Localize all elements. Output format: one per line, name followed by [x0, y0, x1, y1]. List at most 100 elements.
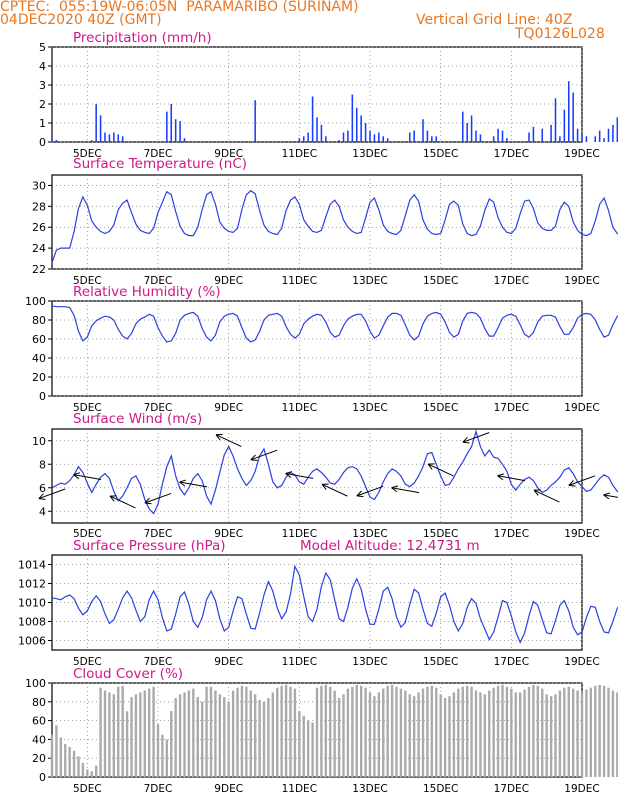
wind-arrow — [109, 495, 136, 509]
y-tick-label: 24 — [32, 242, 46, 255]
cloud-cover-bar — [187, 690, 191, 777]
y-tick-label: 0 — [39, 390, 46, 403]
cloud-cover-bar — [178, 694, 182, 777]
cloud-cover-bar — [170, 711, 173, 777]
precipitation-bar — [528, 132, 530, 142]
wind-arrow — [179, 479, 208, 488]
cloud-cover-bar — [134, 694, 138, 777]
wind-arrow — [603, 492, 618, 501]
precipitation-bar — [104, 132, 106, 142]
cloud-cover-bar — [554, 694, 557, 777]
cloud-cover-bar — [276, 687, 279, 777]
cloud-cover-bar — [81, 762, 85, 777]
x-tick-label: 19DEC — [564, 275, 599, 287]
wind-arrow — [321, 483, 348, 497]
y-tick-label: 4 — [39, 60, 46, 73]
x-tick-label: 17DEC — [494, 656, 529, 668]
cloud-cover-bar — [280, 685, 283, 777]
cloud-cover-bar — [218, 694, 222, 777]
panel-title-6: Cloud Cover (%) — [73, 666, 183, 682]
cloud-cover-bar — [324, 684, 328, 777]
x-tick-label: 11DEC — [282, 783, 317, 795]
precipitation-bar — [369, 130, 371, 142]
precipitation-bar — [99, 115, 102, 142]
precipitation-bar — [603, 138, 605, 142]
cloud-cover-bar — [223, 697, 226, 777]
precipitation-bar — [431, 136, 433, 142]
cloud-cover-bar — [465, 685, 469, 777]
y-tick-label: 80 — [32, 696, 46, 709]
cloud-cover-bar — [421, 688, 425, 777]
x-tick-label: 13DEC — [352, 148, 387, 160]
cloud-cover-bar — [55, 725, 58, 777]
precipitation-bar — [386, 138, 389, 142]
x-tick-label: 17DEC — [494, 275, 529, 287]
precipitation-bar — [422, 119, 424, 142]
cloud-cover-bar — [457, 688, 460, 777]
x-tick-label: 17DEC — [494, 528, 529, 540]
cloud-cover-bar — [284, 684, 288, 777]
cloud-cover-bar — [452, 692, 456, 777]
y-tick-label: 20 — [32, 752, 46, 765]
cloud-cover-bar — [488, 690, 491, 777]
y-tick-label: 4 — [39, 505, 46, 518]
wind-arrow — [356, 485, 384, 498]
cloud-cover-bar — [443, 698, 447, 777]
x-tick-label: 9DEC — [214, 402, 243, 414]
y-tick-label: 10 — [32, 435, 46, 448]
precipitation-bar — [541, 128, 544, 142]
cloud-cover-bar — [364, 687, 367, 777]
precipitation-bar — [506, 138, 508, 142]
precipitation-bar — [364, 123, 367, 142]
y-tick-label: 3 — [39, 79, 46, 92]
cloud-cover-bar — [408, 694, 411, 777]
precipitation-bar — [373, 134, 376, 142]
x-tick-label: 17DEC — [494, 402, 529, 414]
cloud-cover-bar — [563, 687, 566, 777]
x-tick-label: 5DEC — [73, 402, 102, 414]
cloud-cover-bar — [532, 684, 535, 777]
wind-arrow — [38, 488, 66, 500]
cloud-cover-bar — [147, 688, 151, 777]
precipitation-bar — [307, 132, 309, 142]
cloud-cover-bar — [616, 692, 618, 777]
cloud-cover-bar — [72, 750, 76, 777]
precipitation-bar — [316, 117, 318, 142]
cloud-cover-bar — [483, 694, 487, 777]
x-tick-label: 13DEC — [352, 783, 387, 795]
precipitation-bar — [585, 136, 588, 142]
cloud-cover-bar — [589, 687, 593, 777]
cloud-cover-bar — [86, 769, 89, 777]
cloud-cover-bar — [412, 696, 416, 777]
cloud-cover-bar — [90, 771, 93, 777]
cloud-cover-bar — [231, 690, 235, 777]
wind-arrow — [285, 471, 314, 479]
series-line-4 — [51, 429, 618, 515]
x-tick-label: 19DEC — [564, 148, 599, 160]
x-tick-label: 15DEC — [423, 528, 458, 540]
header-grid-note: Vertical Grid Line: 40Z — [416, 12, 573, 28]
x-tick-label: 7DEC — [144, 275, 173, 287]
x-tick-label: 15DEC — [423, 148, 458, 160]
precipitation-bar — [559, 136, 561, 142]
cloud-cover-bar — [214, 690, 217, 777]
cloud-cover-bar — [404, 690, 407, 777]
header-model-id: TQ0126L028 — [515, 26, 605, 42]
wind-arrow — [250, 449, 278, 462]
cloud-cover-bar — [461, 686, 464, 777]
cloud-cover-bar — [549, 696, 553, 777]
cloud-cover-bar — [567, 686, 570, 777]
precipitation-bar — [302, 136, 305, 142]
x-tick-label: 19DEC — [564, 528, 599, 540]
precipitation-bar — [426, 130, 429, 142]
cloud-cover-bar — [293, 688, 297, 777]
precipitation-bar — [435, 136, 438, 142]
x-tick-label: 17DEC — [494, 783, 529, 795]
panel-frame-4 — [51, 428, 583, 524]
x-tick-label: 13DEC — [352, 656, 387, 668]
precipitation-bar — [117, 134, 120, 142]
cloud-cover-bar — [373, 696, 376, 777]
precipitation-bar — [183, 138, 186, 142]
y-tick-label: 1006 — [18, 635, 46, 648]
cloud-cover-bar — [576, 690, 579, 777]
